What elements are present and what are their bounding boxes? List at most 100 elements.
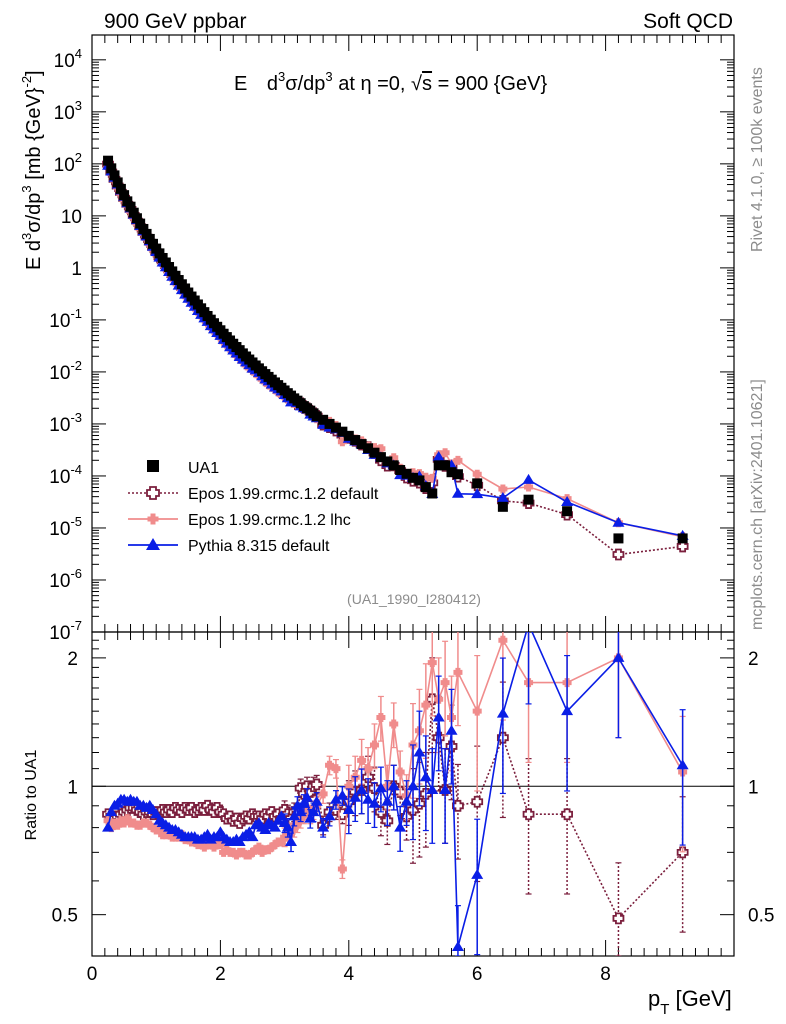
ratio-ytick-label: 2 [67,649,78,670]
ratio-point-pythia-8-315-default [471,868,484,879]
main-point-epos-1-99-crmc-1-2-lhc [498,484,508,494]
main-ytick-label: 10-1 [49,306,82,332]
ratio-point-pythia-8-315-default [381,795,394,806]
main-point-ua1 [677,533,688,544]
main-ytick-label: 104 [54,46,82,72]
main-ytick-exponent: 2 [75,150,82,165]
main-point-epos-1-99-crmc-1-2-lhc [453,455,463,465]
ratio-ytick-label: 0.5 [52,906,78,927]
ratio-series [102,632,689,956]
ratio-ytick-label-right: 0.5 [748,906,774,927]
main-point-ua1 [613,533,624,544]
main-point-ua1 [106,163,117,174]
main-point-epos-1-99-crmc-1-2-default [612,548,625,561]
main-point-epos-1-99-crmc-1-2-lhc [440,448,450,458]
title-sqrt: √ [411,73,422,95]
main-ytick-mantissa: 10 [49,467,70,488]
ylabel-sup3a: 3 [19,233,34,240]
main-point-ua1 [408,472,418,483]
xtick-label: 4 [344,964,355,985]
main-point-ua1 [324,418,335,429]
ratio-point-pythia-8-315-default [336,789,349,800]
main-ytick-exponent: -2 [70,358,82,373]
ratio-point-pythia-8-315-default [288,810,301,821]
header-right: Soft QCD [643,10,733,33]
main-ytick-mantissa: 10 [54,103,75,124]
main-point-ua1 [131,213,142,224]
main-point-ua1 [109,170,120,181]
ratio-point-epos-1-99-crmc-1-2-lhc [376,712,386,722]
main-ytick-exponent: -3 [70,410,82,425]
x-axis-label: pT [GeV] [648,986,732,1018]
xtick-label: 8 [600,964,611,985]
main-ytick-mantissa: 10 [49,311,70,332]
main-point-ua1 [330,422,341,433]
ratio-point-pythia-8-315-default [281,821,294,832]
main-ytick-mantissa: 1 [71,259,82,280]
rivet-label: Rivet 4.1.0, ≥ 100k events [749,67,766,252]
ylabel-unit: [mb {GeV} [23,87,45,185]
ratio-point-epos-1-99-crmc-1-2-lhc [440,678,450,688]
ratio-point-epos-1-99-crmc-1-2-default [522,808,535,821]
ratio-point-pythia-8-315-default [246,831,259,842]
ratio-point-pythia-8-315-default [419,771,432,782]
main-point-ua1 [375,452,386,463]
main-ytick-label: 102 [54,150,82,176]
legend-marker-epos-lhc [147,513,159,525]
title-E: E [234,73,247,95]
main-ytick-exponent: -7 [70,618,82,633]
main-point-epos-1-99-crmc-1-2-default [676,540,689,553]
ratio-ytick-label-right: 1 [748,777,759,798]
main-point-ua1 [401,468,412,479]
main-point-ua1 [350,435,361,446]
main-point-ua1 [523,494,534,505]
ratio-point-pythia-8-315-default [612,651,625,662]
main-point-ua1 [356,439,367,450]
ratio-point-pythia-8-315-default [426,784,439,795]
ratio-point-pythia-8-315-default [394,821,407,832]
main-ytick-mantissa: 10 [49,571,70,592]
title-sup3b: 3 [325,69,332,84]
main-series [102,155,689,561]
main-point-ua1 [382,456,393,467]
ratio-point-epos-1-99-crmc-1-2-lhc [369,740,379,750]
ratio-point-epos-1-99-crmc-1-2-lhc [331,764,341,774]
ratio-point-pythia-8-315-default [451,940,464,951]
ratio-point-pythia-8-315-default [413,746,426,757]
ratio-point-epos-1-99-crmc-1-2-lhc [453,667,463,677]
title-sup3a: 3 [278,69,285,84]
ratio-point-pythia-8-315-default [102,821,115,832]
ratio-point-pythia-8-315-default [301,791,314,802]
main-ytick-exponent: 3 [75,98,82,113]
ratio-point-epos-1-99-crmc-1-2-lhc [318,789,328,799]
ratio-point-pythia-8-315-default [329,793,342,804]
main-point-pythia-8-315-default [612,516,625,527]
ratio-point-pythia-8-315-default [362,793,375,804]
ratio-point-pythia-8-315-default [432,711,445,722]
ratio-point-epos-1-99-crmc-1-2-lhc [472,706,482,716]
ratio-point-pythia-8-315-default [496,707,509,718]
xlabel-p: p [648,986,660,1011]
main-point-ua1 [472,478,483,489]
main-point-ua1 [318,414,329,425]
legend-label-ua1: UA1 [188,460,219,477]
ratio-ytick-label-right: 2 [748,649,759,670]
xtick-label: 6 [472,964,483,985]
ratio-point-pythia-8-315-default [105,806,118,817]
main-point-ua1 [103,155,114,166]
main-line-epos-1-99-crmc-1-2-lhc [107,164,683,538]
legend-marker-ua1 [147,460,159,472]
ratio-point-pythia-8-315-default [676,759,689,770]
main-ytick-mantissa: 10 [49,623,70,644]
ratio-point-pythia-8-315-default [342,803,355,814]
main-point-pythia-8-315-default [496,491,509,502]
xlabel-sub: T [660,1001,669,1018]
ratio-y-label: Ratio to UA1 [23,750,40,841]
ratio-point-pythia-8-315-default [374,782,387,793]
legend-marker-epos-default [146,486,160,500]
main-ytick-exponent: -1 [70,306,82,321]
legend: UA1 Epos 1.99.crmc.1.2 default Epos 1.99… [128,460,379,555]
main-ytick-mantissa: 10 [54,155,75,176]
main-ytick-mantissa: 10 [49,363,70,384]
